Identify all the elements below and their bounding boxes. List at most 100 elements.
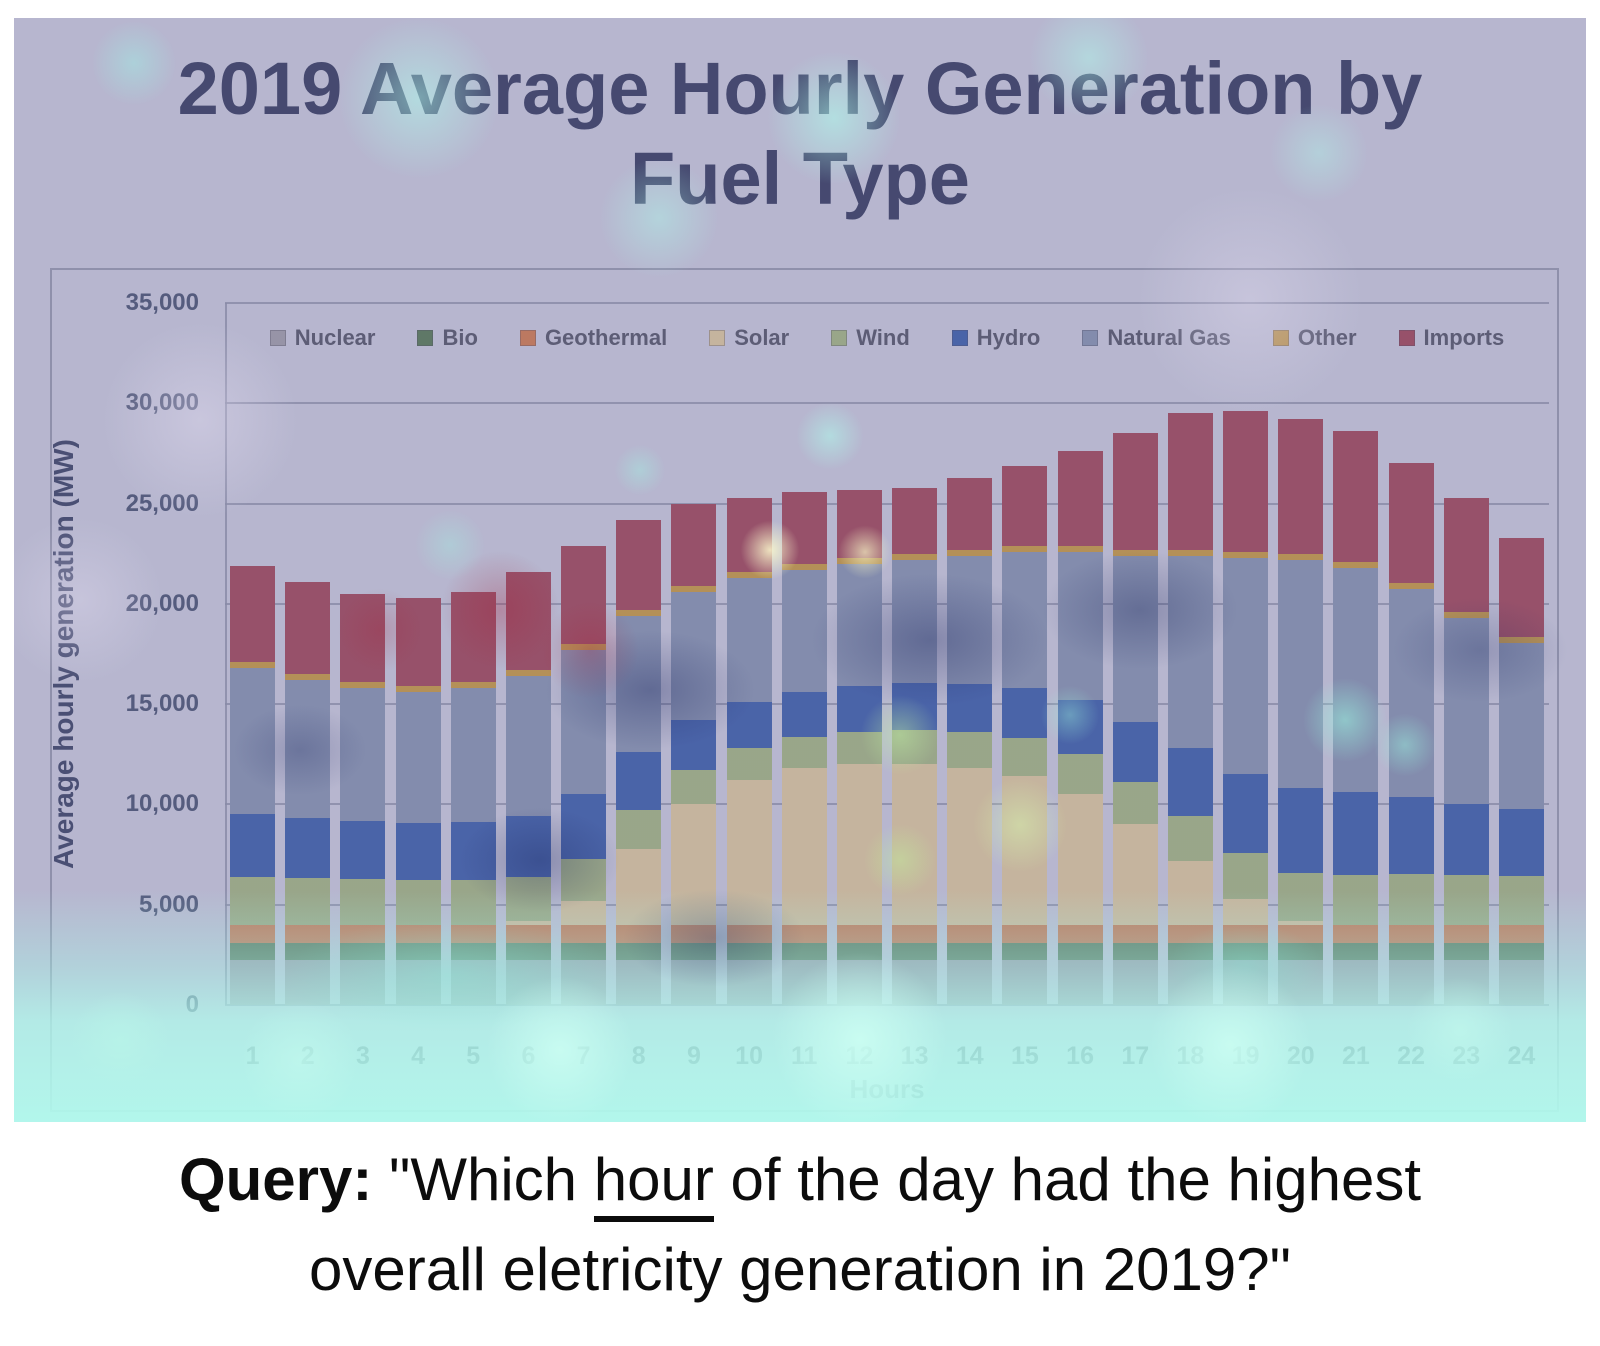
legend-swatch-wind — [831, 330, 848, 346]
bar-hour-14 — [947, 477, 993, 1005]
bar-hour-17-segment-imports — [1112, 433, 1158, 550]
legend-label-other: Other — [1297, 325, 1357, 350]
bar-hour-7-segment-imports — [561, 545, 607, 644]
x-tick-label-16: 16 — [1066, 1042, 1094, 1070]
bar-hour-16 — [1057, 451, 1103, 1005]
bar-hour-17-segment-hydro — [1112, 722, 1158, 783]
bar-hour-6 — [505, 571, 551, 1005]
bar-hour-16-segment-bio — [1057, 942, 1103, 960]
bar-hour-18-segment-wind — [1167, 816, 1213, 861]
bar-hour-20-segment-geothermal — [1278, 924, 1324, 943]
bar-hour-12-segment-bio — [836, 942, 882, 960]
bar-hour-13-segment-geothermal — [892, 924, 938, 943]
bar-hour-17-segment-geothermal — [1112, 924, 1158, 943]
bar-hour-4-segment-nuclear — [395, 959, 441, 1005]
bar-hour-6-segment-imports — [505, 571, 551, 671]
bar-hour-21-segment-geothermal — [1333, 924, 1379, 943]
bar-hour-23-segment-geothermal — [1443, 924, 1489, 943]
bar-hour-23-segment-wind — [1443, 874, 1489, 925]
bar-hour-7-segment-wind — [561, 858, 607, 901]
bar-hour-24-segment-imports — [1498, 537, 1544, 637]
bar-hour-7-segment-hydro — [561, 794, 607, 859]
bar-hour-8-segment-wind — [616, 810, 662, 849]
bar-hour-9-segment-natural-gas — [671, 591, 717, 721]
bar-hour-15-segment-solar — [1002, 776, 1048, 925]
bar-hour-15 — [1002, 465, 1048, 1005]
bar-hour-11-segment-natural-gas — [781, 569, 827, 693]
bar-hour-7-segment-geothermal — [561, 924, 607, 943]
y-tick-label-5000: 5,000 — [138, 890, 199, 918]
bar-hour-12-segment-geothermal — [836, 924, 882, 943]
bar-hour-2-segment-wind — [285, 877, 331, 925]
bar-hour-1 — [230, 565, 276, 1005]
bar-hour-16-segment-hydro — [1057, 700, 1103, 755]
bar-hour-9-segment-hydro — [671, 720, 717, 771]
bar-hour-7 — [561, 545, 607, 1005]
bar-hour-23-segment-bio — [1443, 942, 1489, 960]
bar-hour-15-segment-nuclear — [1002, 959, 1048, 1005]
bar-hour-14-segment-solar — [947, 768, 993, 925]
bar-hour-12-segment-nuclear — [836, 959, 882, 1005]
bar-hour-2-segment-natural-gas — [285, 680, 331, 819]
bar-hour-9-segment-imports — [671, 503, 717, 586]
bar-hour-10-segment-solar — [726, 780, 772, 925]
legend-item-other: Other — [1272, 325, 1357, 351]
bar-hour-21-segment-imports — [1333, 431, 1379, 562]
bar-hour-11-segment-nuclear — [781, 959, 827, 1005]
x-tick-label-1: 1 — [245, 1042, 260, 1070]
bar-hour-4-segment-geothermal — [395, 924, 441, 943]
bar-hour-24 — [1498, 537, 1544, 1005]
bar-hour-4 — [395, 597, 441, 1005]
legend-item-bio: Bio — [417, 325, 478, 351]
bar-hour-4-segment-natural-gas — [395, 692, 441, 824]
x-tick-label-24: 24 — [1507, 1042, 1536, 1070]
legend-swatch-other — [1272, 330, 1289, 346]
bar-hour-21-segment-bio — [1333, 942, 1379, 960]
bar-hour-12-segment-solar — [836, 764, 882, 925]
legend-label-geothermal: Geothermal — [544, 325, 668, 350]
legend-item-wind: Wind — [831, 325, 910, 351]
bar-hour-2-segment-imports — [285, 581, 331, 675]
bar-hour-5 — [450, 591, 496, 1005]
bar-hour-3-segment-geothermal — [340, 924, 386, 943]
bar-hour-24-segment-bio — [1498, 942, 1544, 960]
bar-hour-4-segment-wind — [395, 879, 441, 925]
query-text-part1: "Which — [372, 1146, 594, 1213]
bar-hour-14-segment-nuclear — [947, 959, 993, 1005]
bar-hour-19 — [1223, 411, 1269, 1005]
bar-hour-12 — [836, 489, 882, 1005]
bar-hour-15-segment-bio — [1002, 942, 1048, 960]
x-tick-label-6: 6 — [521, 1042, 536, 1070]
legend-item-hydro: Hydro — [951, 325, 1040, 351]
query-caption: Query: "Which hour of the day had the hi… — [0, 1122, 1600, 1346]
bar-hour-14-segment-bio — [947, 942, 993, 960]
bar-hour-2-segment-bio — [285, 942, 331, 960]
bar-hour-3-segment-wind — [340, 878, 386, 925]
bar-hour-19-segment-nuclear — [1223, 959, 1269, 1005]
bar-hour-2-segment-hydro — [285, 818, 331, 878]
bar-hour-19-segment-geothermal — [1223, 924, 1269, 943]
bar-hour-14-segment-wind — [947, 732, 993, 769]
bar-hour-20-segment-wind — [1278, 872, 1324, 921]
x-tick-label-2: 2 — [300, 1042, 315, 1070]
legend-swatch-imports — [1398, 330, 1415, 346]
legend-label-natural-gas: Natural Gas — [1107, 325, 1231, 350]
bar-hour-6-segment-nuclear — [505, 959, 551, 1005]
bar-hour-6-segment-natural-gas — [505, 676, 551, 817]
x-tick-label-17: 17 — [1121, 1042, 1150, 1070]
bar-hour-19-segment-bio — [1223, 942, 1269, 960]
legend-label-bio: Bio — [442, 325, 478, 350]
bar-hour-14-segment-imports — [947, 477, 993, 550]
chart-title-line1: 2019 Average Hourly Generation by — [177, 47, 1423, 130]
bar-hour-9-segment-bio — [671, 942, 717, 960]
bar-hour-23-segment-nuclear — [1443, 959, 1489, 1005]
bar-hour-3-segment-imports — [340, 593, 386, 683]
bar-hour-13 — [892, 487, 938, 1005]
chart-title-line2: Fuel Type — [630, 137, 970, 220]
bar-hour-12-segment-hydro — [836, 686, 882, 733]
bar-hour-5-segment-geothermal — [450, 924, 496, 943]
legend-item-natural-gas: Natural Gas — [1082, 325, 1231, 351]
legend-swatch-hydro — [951, 330, 968, 346]
bar-hour-17 — [1112, 433, 1158, 1005]
bar-hour-10-segment-wind — [726, 748, 772, 781]
